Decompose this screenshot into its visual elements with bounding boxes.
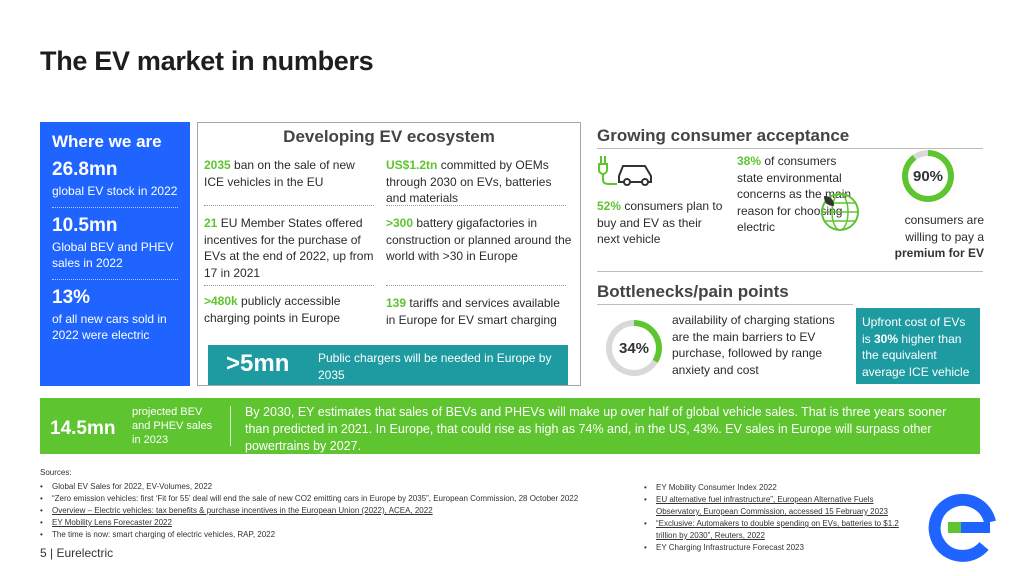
banner-label: projected BEV and PHEV sales in 2023: [132, 406, 213, 446]
eurelectric-logo: [928, 493, 996, 562]
stat-value: 10.5mn: [52, 215, 118, 237]
acceptance-highlight: 52%: [597, 199, 622, 213]
stat-share: 13% of all new cars sold in 2022 were el…: [52, 287, 178, 351]
source-item: Global EV Sales for 2022, EV-Volumes, 20…: [40, 481, 578, 493]
stat-label: Global BEV and PHEV sales in 2022: [52, 239, 174, 271]
eco-text: EU Member States offered incentives for …: [204, 216, 374, 280]
eco-highlight: 21: [204, 216, 218, 230]
eco-highlight: 139: [386, 296, 407, 310]
band-value: >5mn: [226, 350, 290, 377]
source-item: “Zero emission vehicles: first ‘Fit for …: [40, 493, 578, 505]
sources-list: Global EV Sales for 2022, EV-Volumes, 20…: [40, 481, 578, 541]
stat-label: global EV stock in 2022: [52, 183, 178, 198]
eco-text: publicly accessible charging points in E…: [204, 294, 341, 325]
ring-value: 34%: [612, 326, 656, 370]
divider: [597, 271, 983, 272]
divider: [386, 285, 566, 286]
upfront-text: Upfront cost of EVs is: [862, 315, 966, 346]
upfront-text: higher than the equivalent average ICE v…: [862, 331, 970, 379]
eco-fact-tariffs: 139 tariffs and services available in Eu…: [386, 295, 572, 328]
page-footer: 5 | Eurelectric: [40, 546, 114, 560]
banner-value: 14.5mn: [50, 418, 116, 439]
eco-fact-charging-points: >480k publicly accessible charging point…: [204, 293, 376, 326]
divider: [204, 205, 374, 206]
eco-fact-incentives: 21 EU Member States offered incentives f…: [204, 215, 382, 281]
divider: [230, 406, 231, 446]
eco-text: tariffs and services available in Europe…: [386, 296, 560, 327]
stat-sales: 10.5mn Global BEV and PHEV sales in 2022: [52, 215, 178, 281]
acceptance-text: of consumers state environmental concern…: [737, 154, 852, 235]
eco-highlight: US$1.2tn: [386, 158, 438, 172]
chargers-needed-band: >5mn Public chargers will be needed in E…: [208, 345, 568, 385]
stat-value: 13%: [52, 287, 91, 309]
stat-ev-stock: 26.8mn global EV stock in 2022: [52, 159, 178, 209]
eco-highlight: >300: [386, 216, 414, 230]
eco-text: battery gigafactories in construction or…: [386, 216, 572, 264]
banner-text: By 2030, EY estimates that sales of BEVs…: [245, 405, 947, 453]
divider: [597, 148, 983, 149]
acceptance-text: consumers plan to buy and EV as their ne…: [597, 199, 723, 247]
ring-value: 90%: [908, 156, 948, 196]
eco-highlight: >480k: [204, 294, 238, 308]
source-item: EY Mobility Consumer Index 2022: [644, 482, 904, 494]
source-item[interactable]: “Exclusive: Automakers to double spendin…: [644, 518, 904, 542]
stat-value: 26.8mn: [52, 159, 118, 180]
bottlenecks-header: Bottlenecks/pain points: [597, 282, 789, 301]
source-item[interactable]: EU alternative fuel infrastructure”, Eur…: [644, 494, 904, 518]
sources-right: EY Mobility Consumer Index 2022 EU alter…: [644, 478, 904, 554]
divider: [597, 304, 853, 305]
barrier-ring-chart: 34%: [606, 320, 662, 376]
sources-label: Sources:: [40, 468, 72, 477]
source-item[interactable]: EY Mobility Lens Forecaster 2022: [40, 517, 578, 529]
ecosystem-header: Developing EV ecosystem: [283, 127, 495, 146]
source-item: EY Charging Infrastructure Forecast 2023: [644, 542, 904, 554]
upfront-highlight: 30%: [874, 331, 899, 346]
eco-fact-gigafactories: >300 battery gigafactories in constructi…: [386, 215, 572, 265]
stat-label: of all new cars sold in 2022 were electr…: [52, 312, 167, 343]
where-header: Where we are: [52, 132, 162, 151]
eco-text: ban on the sale of new ICE vehicles in t…: [204, 158, 355, 189]
where-we-are-panel: Where we are 26.8mn global EV stock in 2…: [40, 122, 190, 386]
source-item[interactable]: Overview – Electric vehicles: tax benefi…: [40, 505, 578, 517]
projection-banner: 14.5mn projected BEV and PHEV sales in 2…: [40, 398, 980, 454]
band-text: Public chargers will be needed in Europe…: [318, 351, 552, 382]
globe-leaf-icon: [821, 193, 859, 231]
sources-left: Sources: Global EV Sales for 2022, EV-Vo…: [40, 468, 578, 541]
consumers-plan-to-buy: 52% consumers plan to buy and EV as thei…: [597, 198, 723, 248]
eco-fact-investment: US$1.2tn committed by OEMs through 2030 …: [386, 157, 566, 207]
premium-ring-chart: 90%: [902, 150, 954, 202]
acceptance-text: consumers are willing to pay a: [904, 213, 984, 244]
source-item: The time is now: smart charging of elect…: [40, 529, 578, 541]
ev-charging-car-icon: [598, 156, 652, 186]
barriers-text: availability of charging stations are th…: [672, 313, 835, 377]
acceptance-highlight: premium for EV: [894, 246, 984, 261]
consumers-pay-premium: consumers are willing to pay a premium f…: [884, 212, 984, 262]
acceptance-highlight: 38%: [737, 154, 762, 168]
upfront-cost-box: Upfront cost of EVs is 30% higher than t…: [856, 308, 980, 384]
eco-highlight: 2035: [204, 158, 231, 172]
divider: [204, 285, 374, 286]
page-title: The EV market in numbers: [40, 46, 374, 76]
sources-list: EY Mobility Consumer Index 2022 EU alter…: [644, 482, 904, 554]
eco-text: committed by OEMs through 2030 on EVs, b…: [386, 158, 552, 206]
consumers-env-concerns: 38% of consumers state environmental con…: [737, 153, 863, 236]
divider: [386, 205, 566, 206]
ecosystem-panel: Developing EV ecosystem 2035 ban on the …: [197, 122, 581, 386]
eco-fact-ban: 2035 ban on the sale of new ICE vehicles…: [204, 157, 376, 190]
acceptance-header: Growing consumer acceptance: [597, 126, 850, 145]
